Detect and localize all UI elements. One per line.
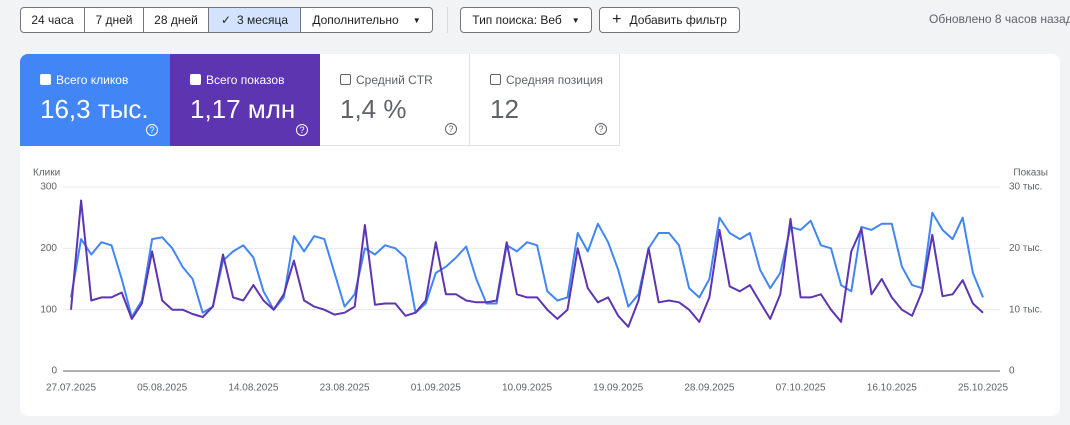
checkbox[interactable] [40, 74, 51, 85]
y2-tick-label: 20 тыс. [1009, 243, 1042, 254]
performance-card: Всего кликов 16,3 тыс.? Всего показов 1,17… [20, 54, 1060, 416]
x-tick-label: 25.10.2025 [958, 383, 1008, 394]
metric-value: 1,4 % [340, 94, 407, 124]
dropdown-icon: ▼ [571, 15, 580, 25]
more-label: Дополнительно [312, 13, 399, 27]
x-tick-label: 16.10.2025 [867, 383, 917, 394]
x-tick-label: 10.09.2025 [502, 383, 552, 394]
x-tick-label: 07.10.2025 [776, 383, 826, 394]
y-tick-label: 100 [40, 304, 57, 315]
separator [447, 7, 448, 33]
x-tick-label: 27.07.2025 [46, 383, 96, 394]
plus-icon: + [612, 11, 622, 28]
metric-label: Средний CTR [356, 73, 433, 87]
more-button[interactable]: Дополнительно ▼ [300, 7, 433, 33]
add-filter-button[interactable]: + Добавить фильтр [599, 7, 740, 33]
metric-value: 12 [490, 94, 519, 124]
y2-tick-label: 0 [1009, 366, 1015, 377]
x-tick-label: 14.08.2025 [228, 383, 278, 394]
metric-tile[interactable]: Всего кликов 16,3 тыс.? [20, 54, 170, 146]
y2-axis-title: Показы [1013, 168, 1048, 179]
period-button[interactable]: 24 часа [20, 7, 85, 33]
dropdown-icon: ▼ [412, 15, 421, 25]
help-icon[interactable]: ? [146, 124, 158, 136]
period-button[interactable]: 7 дней [84, 7, 144, 33]
y2-tick-label: 10 тыс. [1009, 304, 1042, 315]
metric-label: Всего показов [206, 73, 285, 87]
x-tick-label: 28.09.2025 [684, 383, 734, 394]
x-tick-label: 23.08.2025 [320, 383, 370, 394]
y-axis-title: Клики [33, 168, 60, 179]
checkbox[interactable] [340, 74, 351, 85]
metric-tile[interactable]: Всего показов 1,17 млн? [170, 54, 320, 146]
metric-label: Всего кликов [56, 73, 129, 87]
metric-label: Средняя позиция [506, 73, 604, 87]
metric-value: 16,3 тыс. [40, 94, 149, 124]
search-type-label: Тип поиска: Веб [472, 13, 562, 27]
updated-text: Обновлено 8 часов назад [929, 12, 1070, 26]
y-tick-label: 300 [40, 182, 57, 193]
help-icon[interactable]: ? [445, 123, 457, 135]
checkbox[interactable] [190, 74, 201, 85]
y-tick-label: 0 [51, 366, 57, 377]
x-tick-label: 19.09.2025 [593, 383, 643, 394]
metric-tile[interactable]: Средняя позиция 12? [470, 54, 620, 146]
checkbox[interactable] [490, 74, 501, 85]
help-icon[interactable]: ? [595, 123, 607, 135]
period-button[interactable]: 28 дней [143, 7, 209, 33]
y-tick-label: 200 [40, 243, 57, 254]
x-tick-label: 05.08.2025 [137, 383, 187, 394]
metric-value: 1,17 млн [190, 94, 296, 124]
period-label: 3 месяца [237, 13, 289, 27]
help-icon[interactable]: ? [296, 124, 308, 136]
series-line [70, 199, 984, 328]
period-button[interactable]: ✓ 3 месяца [208, 7, 301, 33]
x-tick-label: 01.09.2025 [411, 383, 461, 394]
series-line [70, 211, 984, 318]
y2-tick-label: 30 тыс. [1009, 182, 1042, 193]
add-filter-label: Добавить фильтр [629, 13, 727, 27]
search-type-button[interactable]: Тип поиска: Веб ▼ [460, 7, 592, 33]
metric-tile[interactable]: Средний CTR 1,4 %? [320, 54, 470, 146]
check-icon: ✓ [220, 13, 232, 27]
